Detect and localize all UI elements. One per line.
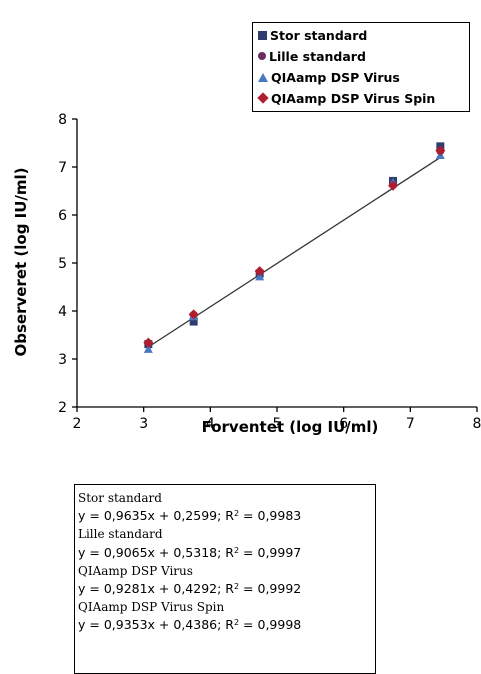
x-tick-label: 3 xyxy=(139,416,148,432)
legend-label: QIAamp DSP Virus Spin xyxy=(271,90,436,106)
legend-item-qiaamp-dsp-virus: QIAamp DSP Virus xyxy=(258,67,400,87)
regression-equations-box: Stor standard y = 0,9635x + 0,2599; R2 =… xyxy=(74,484,376,674)
equation-series-name: QIAamp DSP Virus Spin xyxy=(78,600,225,615)
diamond-point xyxy=(435,145,446,156)
equation-series-name: Stor standard xyxy=(78,491,162,505)
x-tick-label: 8 xyxy=(473,416,481,432)
diamond-point xyxy=(388,180,398,191)
triangle-point xyxy=(143,344,153,353)
chart-legend: Stor standard Lille standard QIAamp DSP … xyxy=(252,22,470,112)
equation-series-name: QIAamp DSP Virus xyxy=(78,563,193,578)
regression-equation: y = 0,9281x + 0,4292; R2 = 0,9992 xyxy=(78,581,302,597)
chart-axes: 2 3 4 5 6 7 8 2 3 4 5 6 7 8 xyxy=(58,112,481,432)
diamond-point xyxy=(254,266,265,277)
square-marker-icon xyxy=(258,30,267,40)
y-tick-label: 7 xyxy=(58,160,67,176)
series-diamond-points xyxy=(143,145,446,348)
x-tick-label: 2 xyxy=(73,416,82,432)
y-tick-label: 3 xyxy=(58,352,67,368)
regression-equation: y = 0,9065x + 0,5318; R2 = 0,9997 xyxy=(78,544,302,560)
regression-equation: y = 0,9635x + 0,2599; R2 = 0,9983 xyxy=(78,508,302,524)
triangle-marker-icon xyxy=(258,72,268,82)
x-tick-label: 5 xyxy=(273,416,282,432)
y-tick-label: 6 xyxy=(58,208,67,224)
equation-series-name: Lille standard xyxy=(78,527,163,542)
y-tick-label: 2 xyxy=(58,400,67,416)
y-axis-label: Observeret (log IU/ml) xyxy=(12,167,30,356)
series-circle-points xyxy=(144,147,445,348)
x-tick-label: 7 xyxy=(406,416,415,432)
legend-label: Lille standard xyxy=(269,48,366,64)
legend-item-qiaamp-dsp-virus-spin: QIAamp DSP Virus Spin xyxy=(257,88,436,108)
legend-item-stor-standard: Stor standard xyxy=(258,25,367,45)
diamond-point xyxy=(143,337,154,348)
diamond-marker-icon xyxy=(257,92,269,104)
y-tick-label: 8 xyxy=(58,112,67,128)
diamond-point xyxy=(188,309,199,320)
legend-label: QIAamp DSP Virus xyxy=(271,69,400,85)
data-marks xyxy=(143,142,446,353)
legend-item-lille-standard: Lille standard xyxy=(258,46,366,66)
x-tick-label: 4 xyxy=(206,416,215,432)
triangle-point xyxy=(255,271,265,281)
circle-marker-icon xyxy=(258,52,266,60)
y-tick-label: 4 xyxy=(58,304,67,320)
square-point xyxy=(189,317,198,326)
regression-equation: y = 0,9353x + 0,4386; R2 = 0,9998 xyxy=(78,617,302,633)
y-tick-label: 5 xyxy=(58,256,67,272)
series-square-points xyxy=(144,142,445,349)
x-tick-label: 6 xyxy=(339,416,348,432)
legend-label: Stor standard xyxy=(270,27,368,43)
x-axis-label: Forventet (log IU/ml) xyxy=(202,418,379,436)
